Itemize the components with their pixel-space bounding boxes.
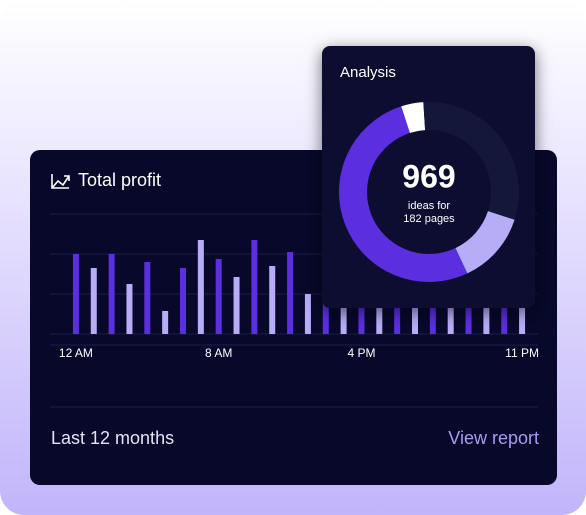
trend-icon xyxy=(51,174,70,189)
bar xyxy=(412,289,418,334)
x-tick-label: 11 PM xyxy=(505,346,539,360)
bar xyxy=(144,262,151,334)
bar xyxy=(251,240,258,334)
bar xyxy=(447,284,454,334)
bar xyxy=(358,294,365,334)
x-tick-label: 8 AM xyxy=(205,346,232,360)
x-tick-label: 12 AM xyxy=(59,346,93,360)
bar xyxy=(108,254,115,334)
x-tick-label: 4 PM xyxy=(347,346,375,360)
center-caption: 182 pages xyxy=(403,213,455,225)
bar xyxy=(322,289,329,334)
center-value: 969 xyxy=(402,158,455,194)
view-report-link[interactable]: View report xyxy=(448,428,539,448)
bar xyxy=(233,277,240,334)
donut-segment xyxy=(339,106,468,282)
bar-chart: 12 AM 8 AM 4 PM 11 PM xyxy=(59,240,539,360)
bar xyxy=(197,240,204,334)
card-title: Analysis xyxy=(340,64,396,81)
bar xyxy=(162,311,169,334)
bar xyxy=(126,284,133,334)
donut-segment xyxy=(454,210,515,274)
center-caption: ideas for xyxy=(408,200,451,212)
bar xyxy=(501,284,508,334)
donut-chart xyxy=(339,102,519,282)
bar xyxy=(215,259,222,334)
bar xyxy=(287,252,294,334)
bar xyxy=(180,268,186,334)
donut-segment xyxy=(423,102,519,220)
bar xyxy=(465,289,472,334)
bar xyxy=(304,294,311,334)
bar xyxy=(394,284,401,334)
donut-segment xyxy=(401,102,426,134)
footer-label: Last 12 months xyxy=(51,428,174,448)
bar xyxy=(269,266,276,334)
bar xyxy=(90,268,97,334)
card-title: Total profit xyxy=(78,170,161,190)
analysis-card: Analysis 969 ideas for 182 pages xyxy=(322,46,535,308)
bar xyxy=(72,254,79,334)
